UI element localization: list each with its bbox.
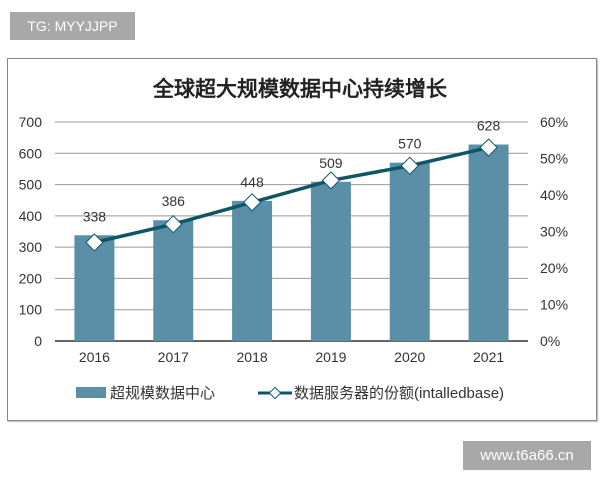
series-line: [94, 145, 489, 245]
line-marker: [85, 233, 104, 252]
bar: [153, 220, 194, 341]
x-tick: 2018: [237, 349, 268, 365]
data-label: 628: [477, 118, 501, 134]
chart-title: 全球超大规模数据中心持续增长: [152, 77, 448, 101]
y-left-tick: 300: [19, 239, 43, 255]
data-label: 338: [83, 208, 107, 224]
y-left-tick: 700: [19, 114, 43, 130]
line-marker: [321, 171, 341, 190]
y-left-tick: 400: [19, 208, 43, 224]
data-label: 448: [240, 174, 264, 190]
y-right-tick: 50%: [540, 151, 568, 167]
line-marker: [242, 193, 262, 212]
x-tick: 2019: [315, 349, 346, 365]
y-right-tick: 40%: [540, 187, 568, 203]
legend-bar-swatch: [76, 387, 106, 398]
y-left-tick: 200: [19, 270, 43, 286]
bar: [74, 235, 115, 341]
y-left-tick: 0: [34, 333, 42, 349]
line-marker: [164, 215, 183, 234]
x-tick: 2017: [158, 349, 189, 365]
bar: [468, 144, 509, 341]
y-right-tick: 60%: [540, 114, 568, 130]
y-left-tick: 500: [19, 177, 43, 193]
data-label: 386: [162, 193, 186, 209]
bar: [310, 181, 351, 341]
x-tick: 2020: [394, 349, 425, 365]
tag-label: TG: MYYJJPP: [10, 12, 135, 40]
watermark: www.t6a66.cn: [463, 441, 591, 470]
bar: [232, 200, 273, 341]
bar: [389, 162, 430, 341]
line-marker: [400, 156, 419, 175]
chart-frame: [7, 58, 597, 421]
y-left-tick: 600: [19, 145, 43, 161]
y-right-tick: 10%: [540, 297, 568, 313]
data-label: 570: [398, 136, 422, 152]
x-tick: 2016: [79, 349, 110, 365]
legend-bar-label: 超规模数据中心: [110, 385, 215, 402]
legend-line-marker: [268, 386, 282, 400]
legend-line-label: 数据服务器的份额(intalledbase): [294, 385, 504, 402]
y-right-tick: 0%: [540, 333, 560, 349]
y-right-tick: 20%: [540, 260, 568, 276]
y-left-tick: 100: [19, 302, 43, 318]
line-marker: [479, 138, 498, 157]
x-tick: 2021: [473, 349, 504, 365]
y-right-tick: 30%: [540, 224, 568, 240]
data-label: 509: [319, 155, 343, 171]
